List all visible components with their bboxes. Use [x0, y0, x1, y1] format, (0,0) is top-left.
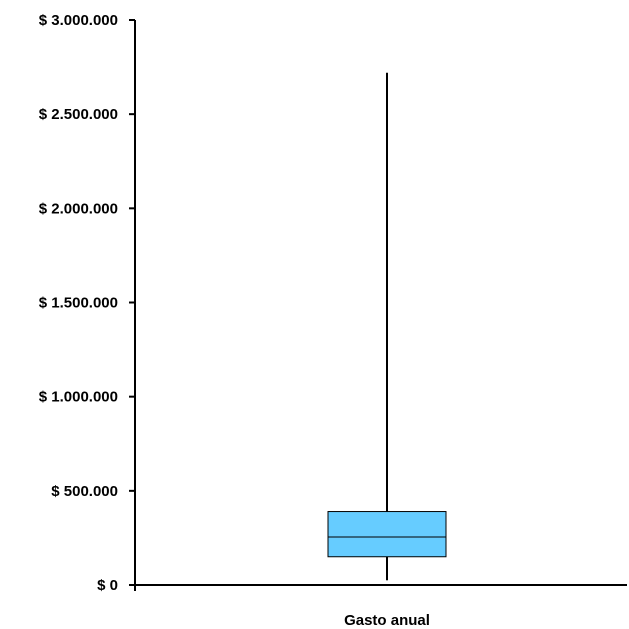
- y-tick-label: $ 3.000.000: [39, 12, 118, 29]
- x-axis-categories: Gasto anual: [344, 612, 430, 629]
- x-category-label: Gasto anual: [344, 612, 430, 629]
- y-axis-ticks: $ 0 $ 500.000 $ 1.000.000 $ 1.500.000 $ 2.00…: [39, 12, 135, 594]
- y-tick-label: $ 1.500.000: [39, 295, 118, 312]
- box-series: [327, 72, 447, 581]
- y-tick-label: $ 1.000.000: [39, 389, 118, 406]
- y-tick-label: $ 0: [97, 577, 118, 594]
- y-tick-label: $ 2.500.000: [39, 106, 118, 123]
- iqr-box: [327, 511, 447, 558]
- y-tick-label: $ 500.000: [51, 483, 118, 500]
- y-tick-label: $ 2.000.000: [39, 200, 118, 217]
